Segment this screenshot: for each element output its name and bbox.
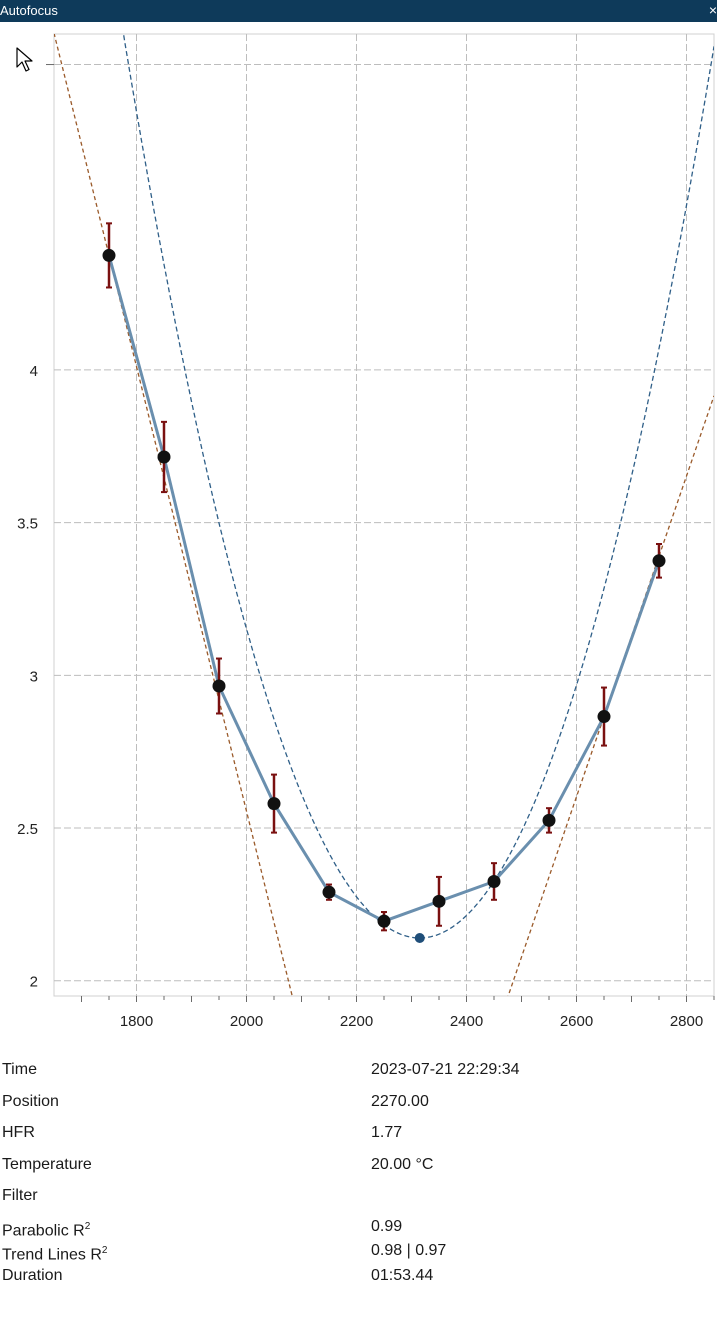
- y-tick-label: 2: [30, 974, 38, 991]
- info-value-position: 2270.00: [371, 1093, 429, 1110]
- info-value-parabolic-r2: 0.99: [371, 1218, 403, 1235]
- data-point: [597, 710, 611, 724]
- info-value-hfr: 1.77: [371, 1124, 403, 1141]
- x-tick-label: 2200: [340, 1013, 373, 1030]
- x-tick-label: 2000: [230, 1013, 263, 1030]
- info-value-time: 2023-07-21 22:29:34: [371, 1061, 520, 1078]
- autofocus-chart: 1800 2000 2200 2400 2600 2800 2 2.5 3 3.5 4: [17, 33, 715, 1030]
- y-tick-label: 3.5: [17, 516, 38, 533]
- y-tick-label: 2.5: [17, 821, 38, 838]
- data-point: [267, 797, 281, 811]
- close-button[interactable]: ×: [708, 2, 717, 18]
- y-tick-label: 4: [30, 363, 38, 380]
- info-label-temperature: Temperature: [2, 1156, 92, 1173]
- info-label-hfr: HFR: [2, 1124, 35, 1141]
- x-tick-label: 1800: [120, 1013, 153, 1030]
- info-label-duration: Duration: [2, 1267, 63, 1284]
- data-point: [487, 874, 501, 888]
- parabolic-fit-curve: [122, 34, 714, 939]
- focus-point-marker: [414, 932, 425, 943]
- info-label-parabolic-r2-sup: 2: [84, 1221, 91, 1232]
- data-point: [432, 894, 446, 908]
- info-value-temperature: 20.00 °C: [371, 1156, 434, 1173]
- info-label-trend-lines-r2-text: Trend Lines R: [2, 1246, 102, 1264]
- info-label-trend-lines-r2-sup: 2: [101, 1245, 108, 1256]
- info-value-duration: 01:53.44: [371, 1267, 434, 1284]
- trend-line-left: [54, 34, 293, 996]
- plot-frame: [53, 33, 715, 997]
- data-point: [377, 914, 391, 928]
- mouse-cursor-icon: [16, 47, 33, 72]
- x-tick-label: 2800: [670, 1013, 703, 1030]
- x-tick-label: 2400: [450, 1013, 483, 1030]
- info-label-trend-lines-r2: Trend Lines R2: [2, 1242, 107, 1264]
- info-label-position: Position: [2, 1093, 59, 1110]
- info-label-time: Time: [2, 1061, 37, 1078]
- x-tick-label: 2600: [560, 1013, 593, 1030]
- trend-line-right: [507, 395, 714, 996]
- data-point: [212, 679, 226, 693]
- info-label-parabolic-r2: Parabolic R2: [2, 1218, 90, 1240]
- data-point: [652, 554, 666, 568]
- y-tick-label: 3: [30, 668, 38, 685]
- data-point: [102, 248, 116, 262]
- info-label-parabolic-r2-text: Parabolic R: [2, 1222, 85, 1240]
- data-point: [542, 813, 556, 827]
- info-value-trend-lines-r2: 0.98 | 0.97: [371, 1242, 447, 1259]
- title-bar: Autofocus ×: [0, 0, 717, 22]
- info-label-filter: Filter: [2, 1187, 38, 1204]
- data-point: [157, 450, 171, 464]
- window-title: Autofocus: [0, 3, 58, 18]
- data-point: [322, 885, 336, 899]
